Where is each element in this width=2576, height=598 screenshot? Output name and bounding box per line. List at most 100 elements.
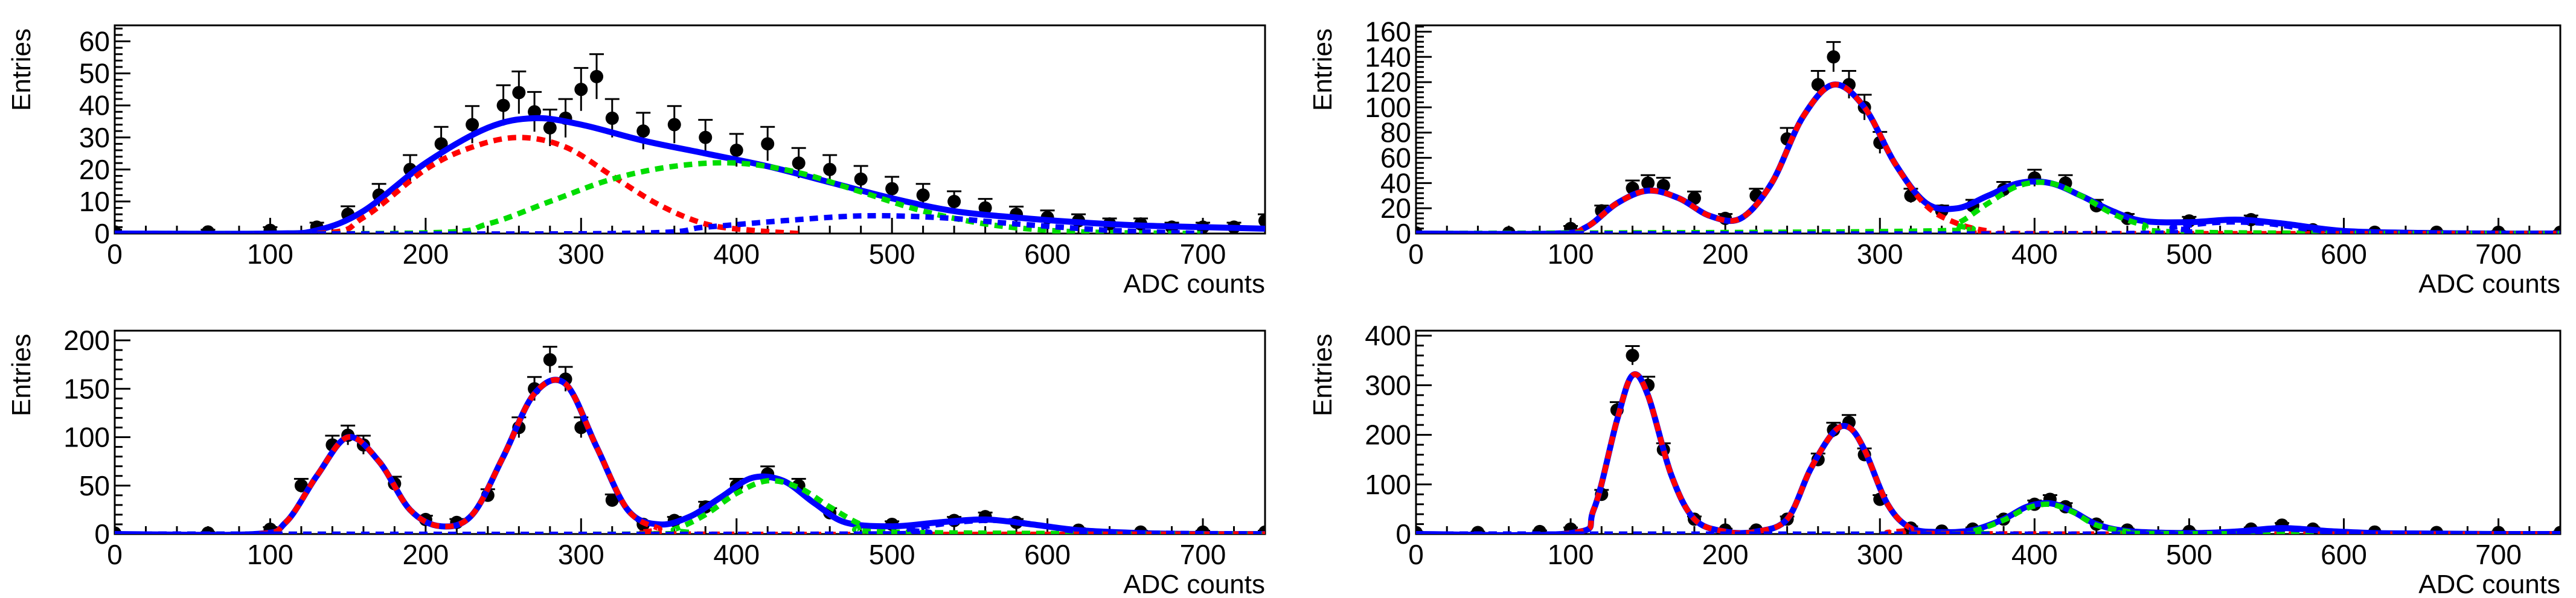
fit-component-curve-2 <box>1416 179 2560 234</box>
data-point <box>434 137 448 151</box>
y-tick-label: 140 <box>1365 41 1411 72</box>
y-tick-label: 10 <box>79 186 110 217</box>
y-tick-label: 100 <box>63 422 110 453</box>
fit-component-curve-2 <box>115 477 1265 534</box>
y-tick-label: 100 <box>1365 92 1411 123</box>
x-tick-label: 600 <box>2321 238 2367 270</box>
y-tick-label: 80 <box>1380 117 1411 148</box>
plot-frame <box>114 329 1266 535</box>
x-axis-label: ADC counts <box>1123 269 1265 299</box>
y-tick-label: 300 <box>1365 369 1411 401</box>
fit-total-curve <box>1416 81 2560 234</box>
fit-component-curve-2 <box>1416 501 2560 534</box>
x-tick-label: 400 <box>713 539 760 570</box>
x-axis-label: ADC counts <box>2418 570 2560 598</box>
x-tick-label: 600 <box>1024 238 1071 270</box>
panel-2: 0 100 200 300 400 500 600 700020406080100120140… <box>1308 16 2562 299</box>
x-tick-label: 100 <box>247 238 293 270</box>
y-tick-label: 0 <box>1395 218 1411 249</box>
y-tick-label: 150 <box>63 373 110 404</box>
data-point <box>543 353 557 367</box>
fit-component-curve-1 <box>115 377 1265 534</box>
y-tick-label: 0 <box>1395 518 1411 550</box>
data-point <box>1641 176 1655 190</box>
x-tick-label: 500 <box>2166 539 2212 570</box>
data-point <box>512 86 526 100</box>
fit-component-curve-1 <box>1416 371 2560 534</box>
y-tick-label: 20 <box>79 154 110 185</box>
data-point <box>636 124 650 138</box>
x-tick-label: 400 <box>2011 539 2058 570</box>
data-points <box>1416 345 2560 534</box>
data-point <box>699 130 713 144</box>
x-tick-label: 700 <box>2475 238 2522 270</box>
fit-total-curve <box>1416 371 2560 534</box>
data-point <box>1626 349 1639 363</box>
x-tick-label: 700 <box>1180 238 1226 270</box>
fit-component-curve-3 <box>1416 526 2560 534</box>
data-point <box>854 172 868 186</box>
fit-component-curve-3 <box>115 517 1265 534</box>
data-point <box>543 121 557 135</box>
x-tick-label: 700 <box>1180 539 1226 570</box>
x-tick-label: 0 <box>107 539 123 570</box>
data-points <box>115 53 1265 234</box>
fit-component-curve-3 <box>115 213 1203 234</box>
x-tick-label: 200 <box>402 238 449 270</box>
data-point <box>605 493 619 507</box>
y-tick-label: 20 <box>1380 192 1411 224</box>
y-tick-label: 160 <box>1365 16 1411 47</box>
data-point <box>885 182 899 196</box>
x-tick-label: 600 <box>2321 539 2367 570</box>
x-tick-label: 300 <box>1857 539 1903 570</box>
x-tick-label: 300 <box>558 539 604 570</box>
x-tick-label: 0 <box>107 238 123 270</box>
plot-frame <box>114 24 1266 235</box>
data-point <box>761 137 775 151</box>
x-tick-label: 400 <box>2011 238 2058 270</box>
data-point <box>574 83 588 97</box>
data-point <box>590 69 604 83</box>
y-axis-label: Entries <box>1308 334 1338 416</box>
fit-total-curve <box>115 115 1265 234</box>
data-point <box>1258 214 1265 227</box>
data-point <box>667 118 681 132</box>
y-tick-label: 120 <box>1365 66 1411 98</box>
y-axis-label: Entries <box>7 334 36 416</box>
y-axis-label: Entries <box>7 28 36 111</box>
x-tick-label: 500 <box>2166 238 2212 270</box>
x-tick-label: 500 <box>869 539 915 570</box>
x-tick-label: 600 <box>1024 539 1071 570</box>
x-tick-label: 300 <box>1857 238 1903 270</box>
panel-3: 0 100 200 300 400 500 600 700 0 50 100 150 200 ADC co… <box>7 325 1266 598</box>
data-point <box>1827 50 1841 64</box>
data-point <box>978 201 992 215</box>
y-tick-label: 100 <box>1365 469 1411 500</box>
y-tick-label: 60 <box>79 26 110 57</box>
x-tick-label: 0 <box>1408 539 1424 570</box>
y-tick-label: 30 <box>79 122 110 153</box>
y-tick-label: 50 <box>79 58 110 89</box>
data-point <box>466 118 479 132</box>
y-tick-label: 400 <box>1365 320 1411 351</box>
x-tick-label: 300 <box>558 238 604 270</box>
plot-frame <box>1415 329 2562 535</box>
x-tick-label: 200 <box>1702 539 1749 570</box>
data-point <box>263 223 277 234</box>
x-tick-label: 100 <box>247 539 293 570</box>
fit-component-curve-2 <box>115 160 1203 234</box>
x-tick-label: 700 <box>2475 539 2522 570</box>
y-tick-label: 40 <box>79 90 110 121</box>
y-tick-label: 200 <box>1365 419 1411 451</box>
y-tick-label: 0 <box>94 218 110 249</box>
data-point <box>294 479 308 492</box>
fit-component-curve-3 <box>1416 219 2560 234</box>
x-tick-label: 100 <box>1548 238 1594 270</box>
x-axis-label: ADC counts <box>1123 570 1265 598</box>
data-points <box>115 346 1265 534</box>
data-point <box>1687 191 1701 205</box>
fit-total-curve <box>115 377 1265 534</box>
x-axis-label: ADC counts <box>2418 269 2560 299</box>
